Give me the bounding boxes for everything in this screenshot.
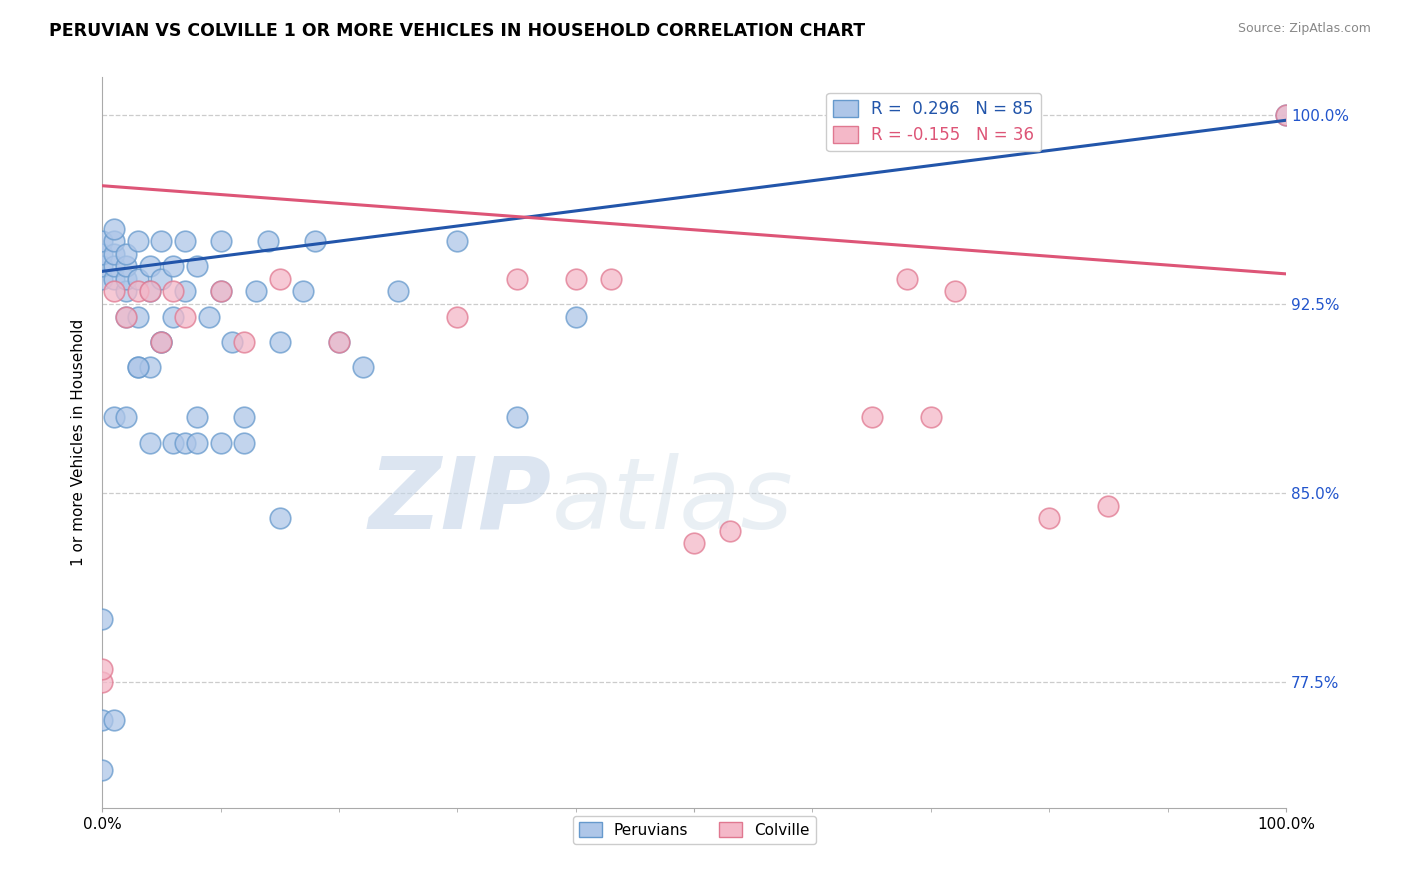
Point [943,285,966,299]
Point [352,359,374,374]
Point [304,234,326,248]
Point [115,410,138,425]
Point [115,272,138,286]
Point [1275,108,1298,122]
Point [91,763,114,777]
Point [138,260,160,274]
Point [1038,511,1060,525]
Point [564,310,586,324]
Point [150,334,173,349]
Point [209,285,232,299]
Point [233,334,256,349]
Point [174,234,197,248]
Point [174,285,197,299]
Point [138,285,160,299]
Point [150,272,173,286]
Legend: Peruvians, Colville: Peruvians, Colville [572,815,815,844]
Point [115,246,138,260]
Point [233,410,256,425]
Text: Source: ZipAtlas.com: Source: ZipAtlas.com [1237,22,1371,36]
Point [292,285,315,299]
Point [150,334,173,349]
Point [91,662,114,676]
Point [138,285,160,299]
Point [162,435,184,450]
Point [221,334,243,349]
Point [233,435,256,450]
Point [91,674,114,689]
Point [115,260,138,274]
Point [174,435,197,450]
Point [103,260,125,274]
Point [446,310,468,324]
Point [186,260,208,274]
Point [600,272,623,286]
Text: ZIP: ZIP [368,452,553,549]
Point [860,410,883,425]
Point [186,410,208,425]
Point [683,536,706,550]
Point [505,410,527,425]
Point [186,435,208,450]
Point [269,272,291,286]
Point [328,334,350,349]
Point [328,334,350,349]
Point [387,285,409,299]
Point [103,713,125,727]
Point [209,285,232,299]
Point [896,272,918,286]
Point [920,410,942,425]
Point [127,310,149,324]
Point [115,285,138,299]
Point [269,511,291,525]
Point [91,713,114,727]
Point [115,310,138,324]
Point [162,285,184,299]
Point [91,246,114,260]
Point [103,246,125,260]
Point [269,334,291,349]
Point [1275,108,1298,122]
Point [209,234,232,248]
Point [91,272,114,286]
Text: PERUVIAN VS COLVILLE 1 OR MORE VEHICLES IN HOUSEHOLD CORRELATION CHART: PERUVIAN VS COLVILLE 1 OR MORE VEHICLES … [49,22,865,40]
Point [127,359,149,374]
Point [127,285,149,299]
Text: atlas: atlas [553,452,793,549]
Point [505,272,527,286]
Point [91,260,114,274]
Point [91,234,114,248]
Point [162,260,184,274]
Point [257,234,280,248]
Point [209,435,232,450]
Point [127,359,149,374]
Point [138,359,160,374]
Point [115,310,138,324]
Point [103,410,125,425]
Y-axis label: 1 or more Vehicles in Household: 1 or more Vehicles in Household [72,319,86,566]
Point [91,612,114,626]
Point [103,285,125,299]
Point [197,310,219,324]
Point [103,221,125,235]
Point [103,234,125,248]
Point [127,272,149,286]
Point [718,524,741,538]
Point [150,234,173,248]
Point [103,272,125,286]
Point [162,310,184,324]
Point [127,234,149,248]
Point [245,285,267,299]
Point [446,234,468,248]
Point [564,272,586,286]
Point [138,435,160,450]
Point [150,334,173,349]
Point [174,310,197,324]
Point [1097,499,1119,513]
